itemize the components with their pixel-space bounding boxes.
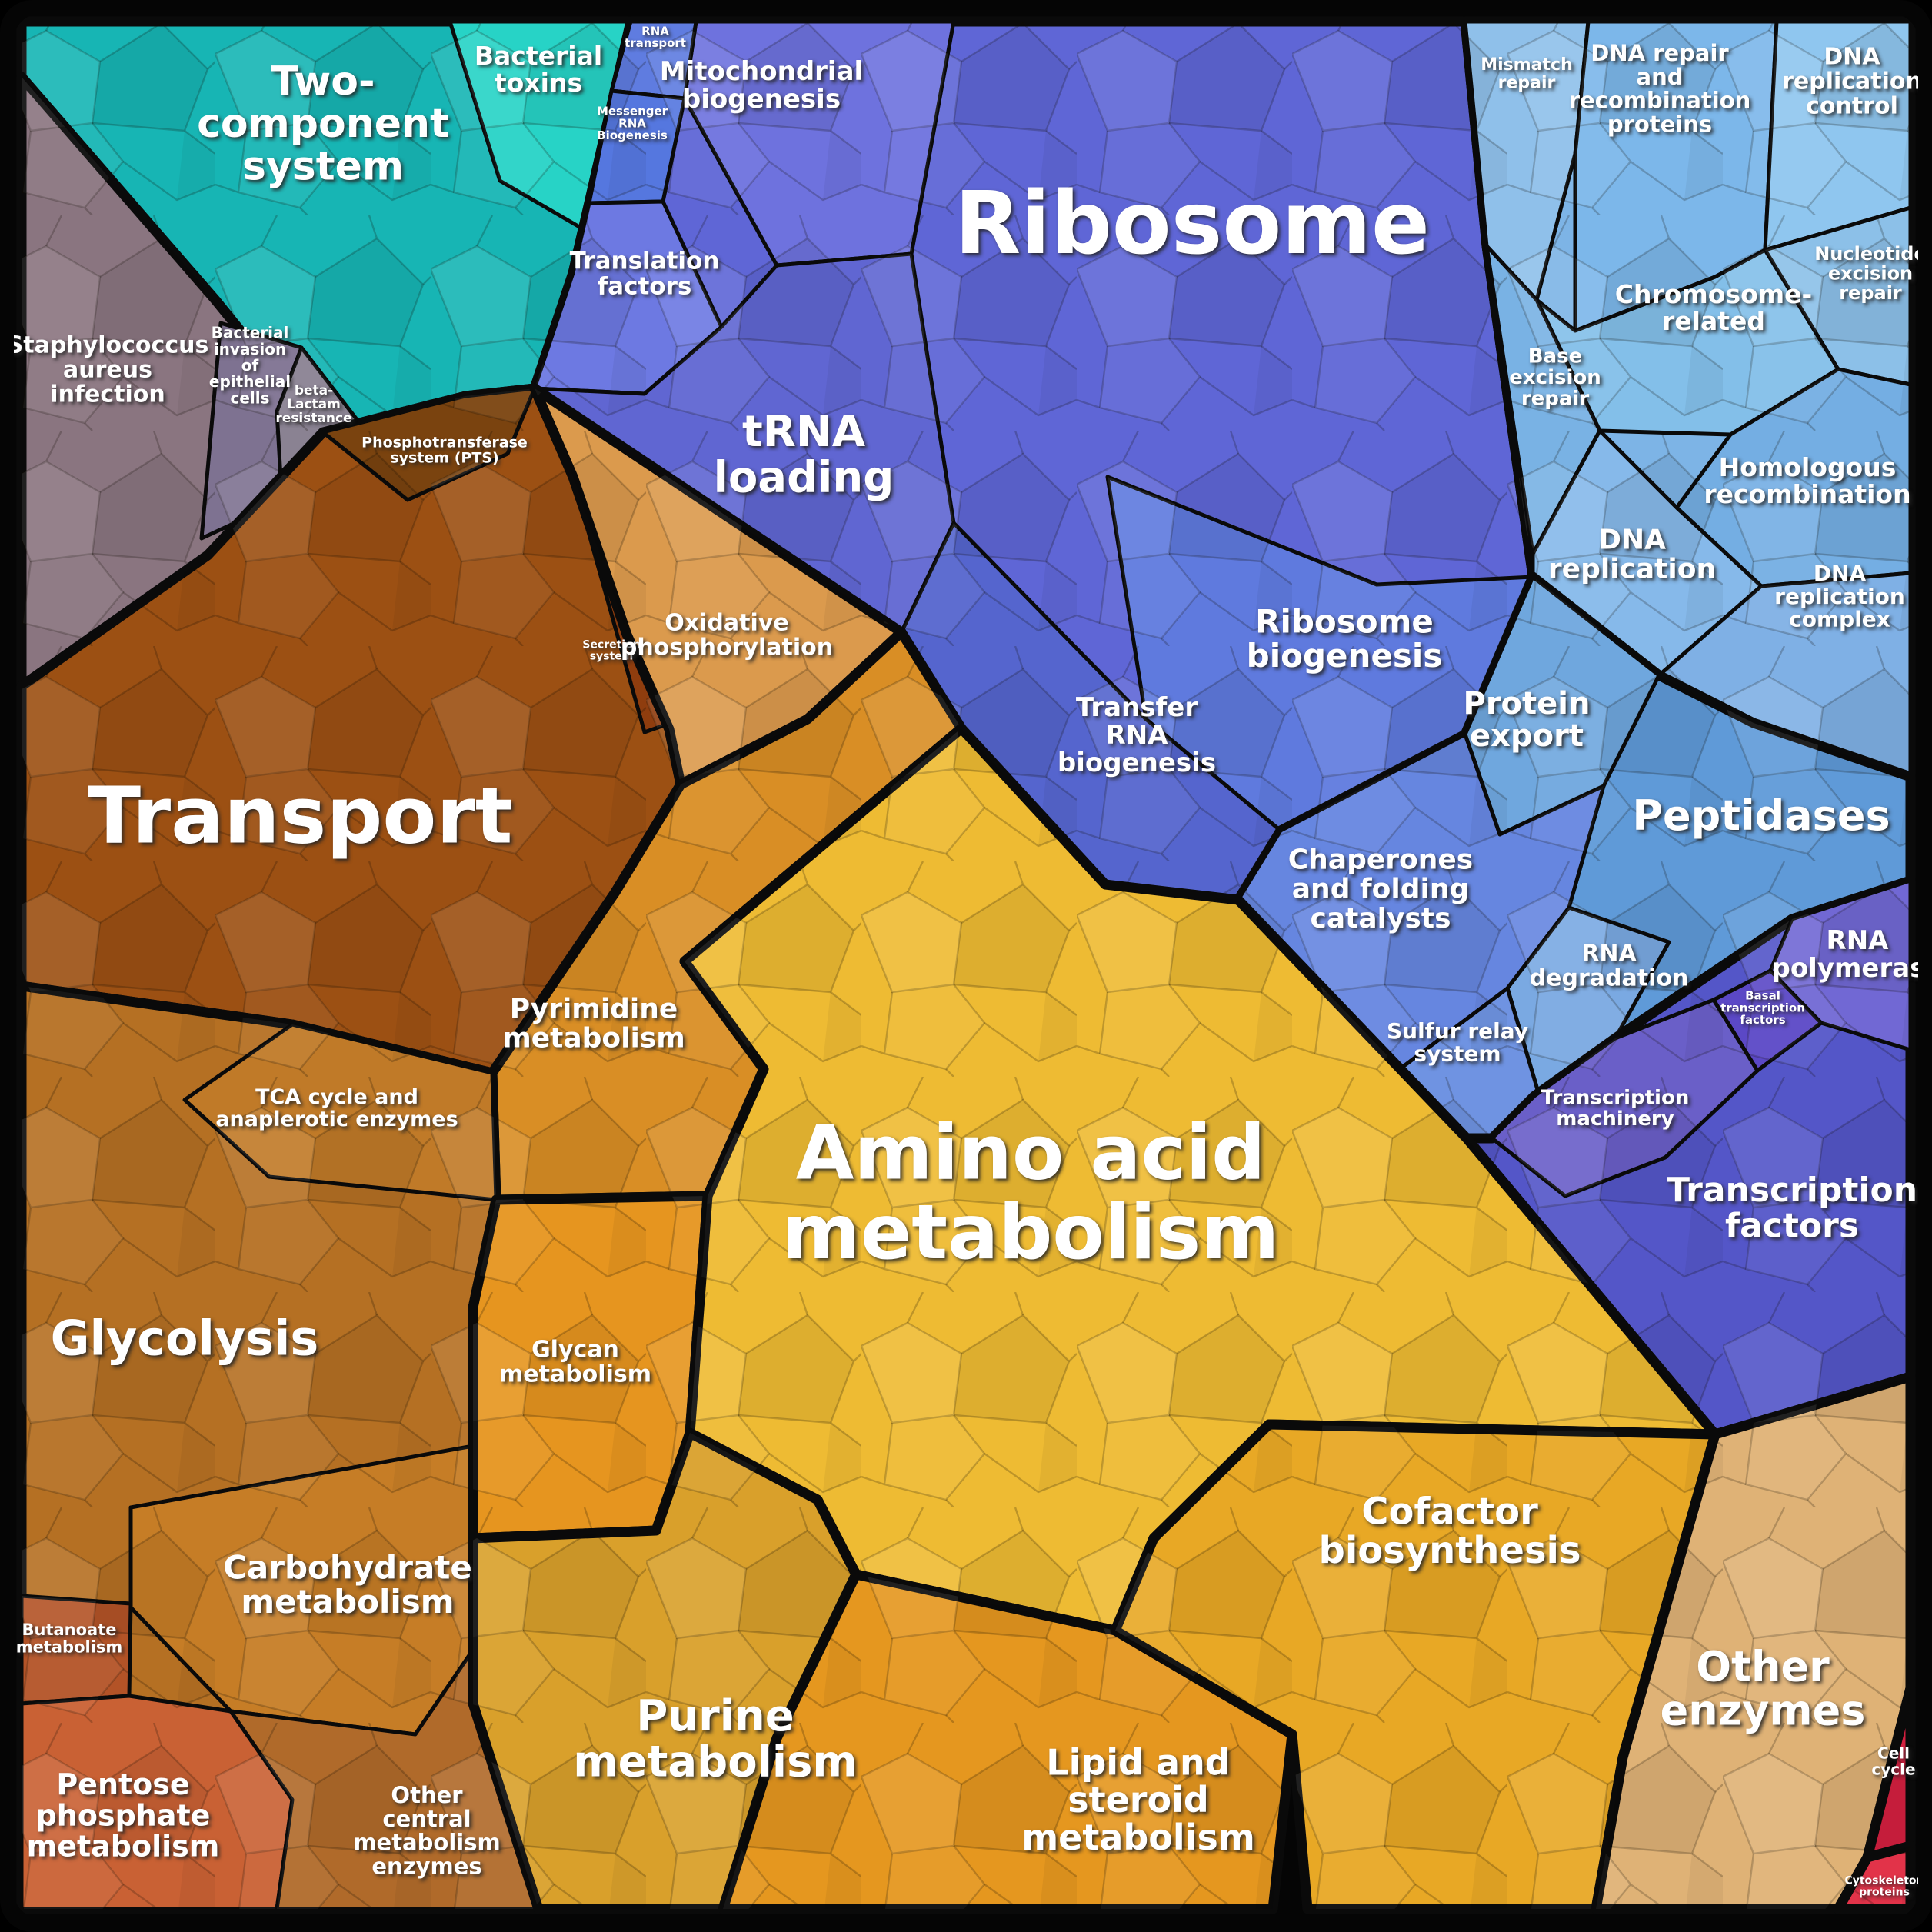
- cells-layer: [16, 16, 1916, 1914]
- region-butanoate-metabolism[interactable]: [19, 1594, 133, 1706]
